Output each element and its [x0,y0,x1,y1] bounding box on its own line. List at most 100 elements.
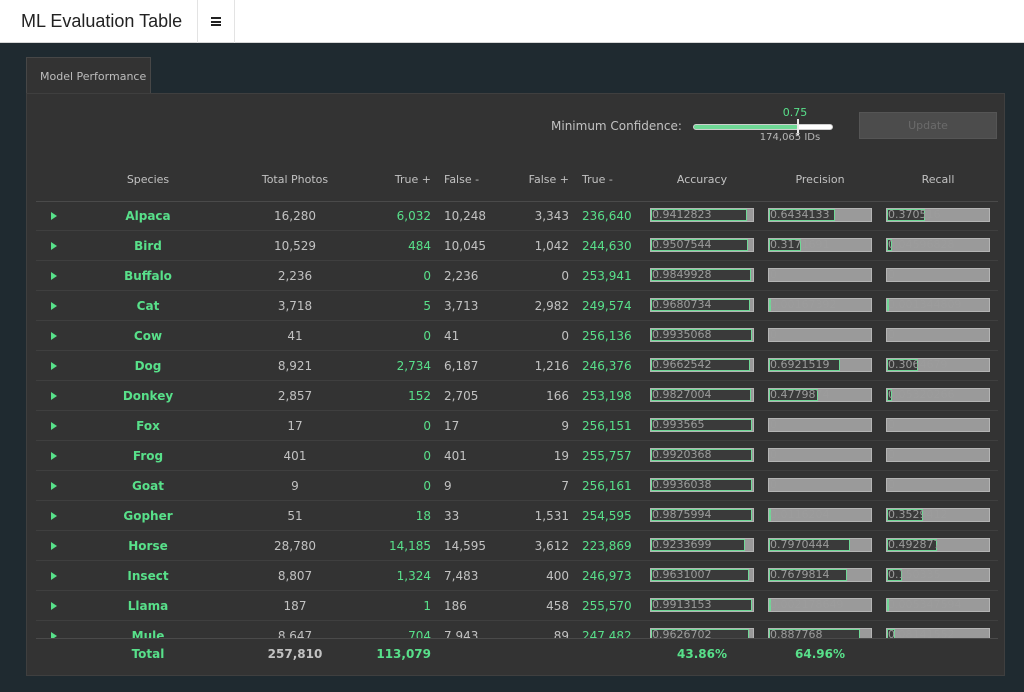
cell-false-negative: 10,045 [444,239,486,253]
expand-row-icon[interactable] [51,632,57,638]
cell-true-negative: 256,151 [582,419,632,433]
app-title: ML Evaluation Table [21,11,183,31]
cell-recall-bar-fill [887,239,892,251]
table-row[interactable]: Dog 8,921 2,734 6,187 1,216 246,376 0.9662542 0… [36,351,998,381]
table-row[interactable]: Goat 9 0 9 7 256,161 0.9936038 0 0 [36,471,998,501]
cell-accuracy-bar-fill [651,359,750,371]
cell-recall-value: 0.08141552 [888,628,955,638]
cell-false-positive: 2,982 [534,299,569,313]
tab-model-performance[interactable]: Model Performance [26,57,151,94]
menu-button[interactable] [197,0,235,43]
cell-accuracy-value: 0.9875994 [652,508,712,521]
cell-true-positive: 704 [408,629,431,638]
table-row[interactable]: Fox 17 0 17 9 256,151 0.993565 0 0 [36,411,998,441]
cell-recall-bar-fill [887,389,893,401]
cell-precision-value: 0 [770,268,777,281]
cell-precision-bar-fill [769,569,848,581]
table-row[interactable]: Llama 187 1 186 458 255,570 0.9913153 0.0021786… [36,591,998,621]
table-row[interactable]: Cow 41 0 41 0 256,136 0.9935068 0 0 [36,321,998,351]
table-row[interactable]: Alpaca 16,280 6,032 10,248 3,343 236,640 0.941… [36,201,998,231]
cell-accuracy-bar-fill [651,509,752,521]
cell-true-negative: 253,941 [582,269,632,283]
cell-precision-bar: 0 [768,448,872,462]
cell-species: Dog [134,359,162,373]
cell-accuracy-bar: 0.9936038 [650,478,754,492]
expand-row-icon[interactable] [51,242,57,250]
cell-precision-bar: 0.6921519 [768,358,872,372]
header-false-negative[interactable]: False - [444,173,480,186]
confidence-slider-thumb[interactable] [796,119,799,135]
expand-row-icon[interactable] [51,212,57,220]
cell-accuracy-bar: 0.9412823 [650,208,754,222]
expand-row-icon[interactable] [51,272,57,280]
cell-recall-bar: 0.005347594 [886,598,990,612]
cell-precision-value: 0.7679814 [770,568,830,581]
expand-row-icon[interactable] [51,512,57,520]
header-total-photos[interactable]: Total Photos [261,173,329,186]
table-row[interactable]: Frog 401 0 401 19 255,757 0.9920368 0 0 [36,441,998,471]
cell-recall-value: 0 [888,328,895,341]
cell-false-positive: 89 [553,629,569,638]
cell-true-positive: 0 [423,329,431,343]
header-recall[interactable]: Recall [921,173,955,186]
table-row[interactable]: Horse 28,780 14,185 14,595 3,612 223,869 0.923… [36,531,998,561]
cell-species: Donkey [122,389,174,403]
cell-species: Llama [127,599,169,613]
cell-accuracy-bar: 0.9920368 [650,448,754,462]
header-accuracy[interactable]: Accuracy [676,173,728,186]
header-true-positive[interactable]: True + [394,173,431,186]
table-row[interactable]: Gopher 51 18 33 1,531 254,595 0.9875994 0.01162… [36,501,998,531]
table-row[interactable]: Bird 10,529 484 10,045 1,042 244,630 0.9507544… [36,231,998,261]
cell-species: Mule [131,629,165,638]
cell-accuracy-bar: 0.9680734 [650,298,754,312]
cell-accuracy-bar: 0.9233699 [650,538,754,552]
expand-row-icon[interactable] [51,302,57,310]
cell-species: Alpaca [125,209,171,223]
table-row[interactable]: Mule 8,647 704 7,943 89 247,482 0.9626702 0.887… [36,621,998,638]
cell-recall-value: 0.370516 [888,208,941,221]
expand-row-icon[interactable] [51,452,57,460]
cell-accuracy-bar-fill [651,479,753,491]
cell-precision-bar-fill [769,209,835,221]
expand-row-icon[interactable] [51,572,57,580]
expand-row-icon[interactable] [51,542,57,550]
expand-row-icon[interactable] [51,362,57,370]
cell-recall-bar: 0.3529412 [886,508,990,522]
update-button[interactable]: Update [859,112,997,139]
header-precision[interactable]: Precision [795,173,845,186]
cell-recall-value: 0.05320266 [888,388,955,401]
cell-recall-value: 0.3529412 [888,508,948,521]
expand-row-icon[interactable] [51,392,57,400]
cell-false-negative: 2,236 [444,269,479,283]
header-false-positive[interactable]: False + [528,173,569,186]
header-true-negative[interactable]: True - [582,173,613,186]
cell-total-photos: 401 [283,449,307,463]
cell-recall-value: 0 [888,418,895,431]
expand-row-icon[interactable] [51,482,57,490]
cell-species: Fox [136,419,160,433]
expand-row-icon[interactable] [51,602,57,610]
cell-accuracy-value: 0.9680734 [652,298,712,311]
cell-false-negative: 186 [444,599,467,613]
expand-row-icon[interactable] [51,422,57,430]
cell-accuracy-bar: 0.9507544 [650,238,754,252]
cell-precision-value: 0 [770,448,777,461]
confidence-slider[interactable] [693,119,833,135]
cell-recall-bar-fill [887,359,919,371]
cell-total-photos: 187 [283,599,307,613]
table-row[interactable]: Insect 8,807 1,324 7,483 400 246,973 0.9631007… [36,561,998,591]
table-row[interactable]: Buffalo 2,236 0 2,236 0 253,941 0.9849928 0 0 [36,261,998,291]
table-row[interactable]: Donkey 2,857 152 2,705 166 253,198 0.9827004 0.… [36,381,998,411]
cell-recall-bar-fill [887,539,938,551]
header-species[interactable]: Species [126,173,170,186]
cell-precision-bar: 0 [768,418,872,432]
expand-row-icon[interactable] [51,332,57,340]
table-row[interactable]: Cat 3,718 5 3,713 2,982 249,574 0.9680734 0.001… [36,291,998,321]
cell-recall-bar-fill [887,209,925,221]
cell-recall-value: 0 [888,268,895,281]
cell-accuracy-bar-fill [651,329,753,341]
cell-false-negative: 3,713 [444,299,479,313]
cell-precision-bar-fill [769,359,840,371]
cell-accuracy-bar-fill [651,599,753,611]
top-bar: ML Evaluation Table [0,0,1024,43]
